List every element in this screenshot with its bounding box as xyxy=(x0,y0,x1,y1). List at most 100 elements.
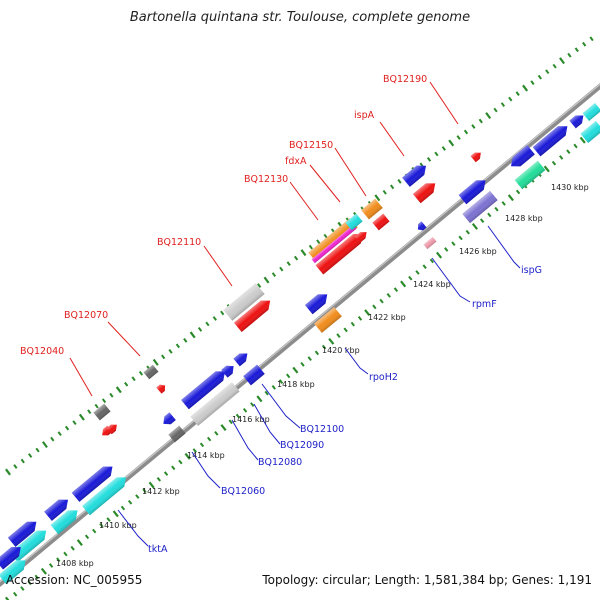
outer-tick xyxy=(574,47,579,53)
leader-BQ12190 xyxy=(429,81,459,125)
gene-label-ispG[interactable]: ispG xyxy=(521,265,542,276)
inner-tick xyxy=(471,223,479,230)
gene-blue-c[interactable] xyxy=(44,495,72,521)
outer-tick xyxy=(308,244,313,250)
gene-red-h[interactable] xyxy=(412,179,439,204)
gene-BQ12100-shading xyxy=(243,364,265,386)
inner-tick xyxy=(148,481,155,489)
gene-label-BQ12110[interactable]: BQ12110 xyxy=(157,237,201,248)
outer-tick xyxy=(168,348,173,354)
gene-label-BQ12040[interactable]: BQ12040 xyxy=(20,346,64,357)
leader-BQ12150 xyxy=(334,147,367,197)
gene-BQ12130-shading xyxy=(308,218,358,262)
kbp-label-1408: 1408 kbp xyxy=(56,559,94,568)
gene-blue-j[interactable] xyxy=(532,122,571,157)
gene-BQ12060[interactable] xyxy=(160,412,176,427)
inner-tick xyxy=(278,379,284,384)
gene-BQ12150[interactable] xyxy=(361,198,383,220)
gene-blue-g[interactable] xyxy=(415,221,427,232)
gene-BQ12070[interactable] xyxy=(143,364,159,380)
outer-tick xyxy=(124,381,129,387)
gene-green-a[interactable] xyxy=(514,160,546,190)
gene-red-d-shading xyxy=(234,300,271,333)
gene-BQ12090[interactable] xyxy=(233,350,250,367)
gene-red-f[interactable] xyxy=(354,229,369,243)
gene-blue-h[interactable] xyxy=(458,176,490,205)
gene-BQ12080[interactable] xyxy=(181,367,229,410)
gene-red-e[interactable] xyxy=(315,230,367,275)
gene-red-a[interactable] xyxy=(100,425,113,439)
gene-red-c[interactable] xyxy=(156,382,167,394)
inner-tick xyxy=(393,287,399,292)
gene-blue-d[interactable] xyxy=(71,462,117,502)
gene-red-b[interactable] xyxy=(106,422,120,435)
gene-ispA[interactable] xyxy=(402,161,430,187)
gene-fdxA[interactable] xyxy=(345,213,363,231)
gene-magenta-a[interactable] xyxy=(311,224,357,264)
inner-tick xyxy=(220,424,227,432)
inner-tick xyxy=(559,155,564,160)
gene-BQ12130[interactable] xyxy=(308,218,358,262)
gene-rpmF[interactable] xyxy=(423,236,437,250)
gene-cyan-e[interactable] xyxy=(580,120,600,144)
gene-gray-b[interactable] xyxy=(168,425,186,443)
gene-label-BQ12130[interactable]: BQ12130 xyxy=(244,174,288,185)
kbp-label-1420: 1420 kbp xyxy=(322,346,360,355)
gene-blue-f[interactable] xyxy=(304,290,331,315)
gene-blue-f-shading xyxy=(304,294,328,315)
gene-label-BQ12100[interactable]: BQ12100 xyxy=(300,424,344,435)
outer-tick xyxy=(478,118,483,124)
inner-tick xyxy=(579,136,586,144)
gene-rpoH2[interactable] xyxy=(314,307,342,333)
outer-tick xyxy=(300,249,307,257)
gene-cyan-d[interactable] xyxy=(82,473,130,516)
outer-tick-row xyxy=(5,36,594,476)
gene-label-BQ12060[interactable]: BQ12060 xyxy=(221,486,265,497)
gene-label-tktA[interactable]: tktA xyxy=(148,544,168,555)
gene-blue-d-shading xyxy=(71,466,113,502)
gene-label-rpmF[interactable]: rpmF xyxy=(472,299,497,310)
leader-BQ12070 xyxy=(107,321,141,357)
gene-lightgray-a[interactable] xyxy=(190,382,240,426)
gene-BQ12100[interactable] xyxy=(243,364,265,386)
outer-tick xyxy=(161,354,166,360)
outer-tick xyxy=(28,453,33,458)
inner-tick xyxy=(501,201,506,206)
outer-tick xyxy=(131,376,136,382)
gene-BQ12190[interactable] xyxy=(470,150,484,163)
gene-BQ12110[interactable] xyxy=(223,283,265,321)
inner-tick xyxy=(507,194,514,202)
gene-blue-a[interactable] xyxy=(7,517,40,547)
gene-label-fdxA[interactable]: fdxA xyxy=(285,156,307,167)
kbp-label-1430: 1430 kbp xyxy=(551,183,589,192)
leader-rpoH2 xyxy=(344,347,369,375)
gene-label-ispA[interactable]: ispA xyxy=(354,110,375,121)
gene-label-BQ12080[interactable]: BQ12080 xyxy=(258,457,302,468)
outer-tick xyxy=(101,398,107,404)
inner-tick xyxy=(228,419,233,425)
gene-blue-h-shading xyxy=(458,180,486,205)
outer-tick xyxy=(567,52,572,58)
gene-fdxA-shading xyxy=(345,213,363,231)
inner-tick xyxy=(343,327,348,333)
gene-red-g[interactable] xyxy=(372,213,390,231)
gene-red-d[interactable] xyxy=(234,296,274,333)
gene-BQ12040[interactable] xyxy=(93,403,111,421)
gene-cyan-c[interactable] xyxy=(50,506,82,535)
gene-blue-i[interactable] xyxy=(507,145,535,171)
gene-label-BQ12090[interactable]: BQ12090 xyxy=(280,440,324,451)
gene-BQ12060-shading xyxy=(163,412,176,425)
gene-label-BQ12150[interactable]: BQ12150 xyxy=(289,140,333,151)
gene-label-rpoH2[interactable]: rpoH2 xyxy=(369,372,398,383)
gene-label-BQ12190[interactable]: BQ12190 xyxy=(383,74,427,85)
inner-tick xyxy=(178,459,183,465)
inner-tick xyxy=(321,344,327,350)
gene-label-BQ12070[interactable]: BQ12070 xyxy=(64,310,108,321)
kbp-label-1422: 1422 kbp xyxy=(368,313,406,322)
gene-blue-e[interactable] xyxy=(221,362,237,378)
gene-blue-k[interactable] xyxy=(569,112,586,129)
gene-blue-b[interactable] xyxy=(0,542,25,570)
gene-ispG[interactable] xyxy=(462,190,498,224)
gene-cyan-b[interactable] xyxy=(0,556,29,585)
gene-cyan-f[interactable] xyxy=(582,103,600,121)
